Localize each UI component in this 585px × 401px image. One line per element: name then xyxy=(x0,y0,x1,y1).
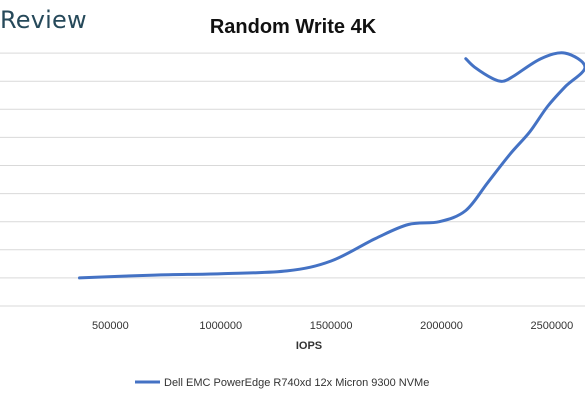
chart-gridlines xyxy=(0,52,585,307)
x-tick-label-3: 2000000 xyxy=(420,320,463,332)
x-tick-label-4: 2500000 xyxy=(530,320,573,332)
x-tick-label-2: 1500000 xyxy=(310,320,353,332)
chart-title: Random Write 4K xyxy=(210,16,377,38)
x-tick-label-0: 500000 xyxy=(92,320,129,332)
chart-legend: Dell EMC PowerEdge R740xd 12x Micron 930… xyxy=(135,377,429,389)
x-tick-label-1: 1000000 xyxy=(199,320,242,332)
legend-entry: Dell EMC PowerEdge R740xd 12x Micron 930… xyxy=(164,377,429,389)
x-axis-tick-labels: 500000 1000000 1500000 2000000 2500000 xyxy=(92,320,573,332)
series-line-0 xyxy=(78,51,585,280)
plot-series xyxy=(78,51,585,280)
x-axis-label: IOPS xyxy=(296,340,322,352)
brand-logo-text: Review xyxy=(0,6,87,34)
